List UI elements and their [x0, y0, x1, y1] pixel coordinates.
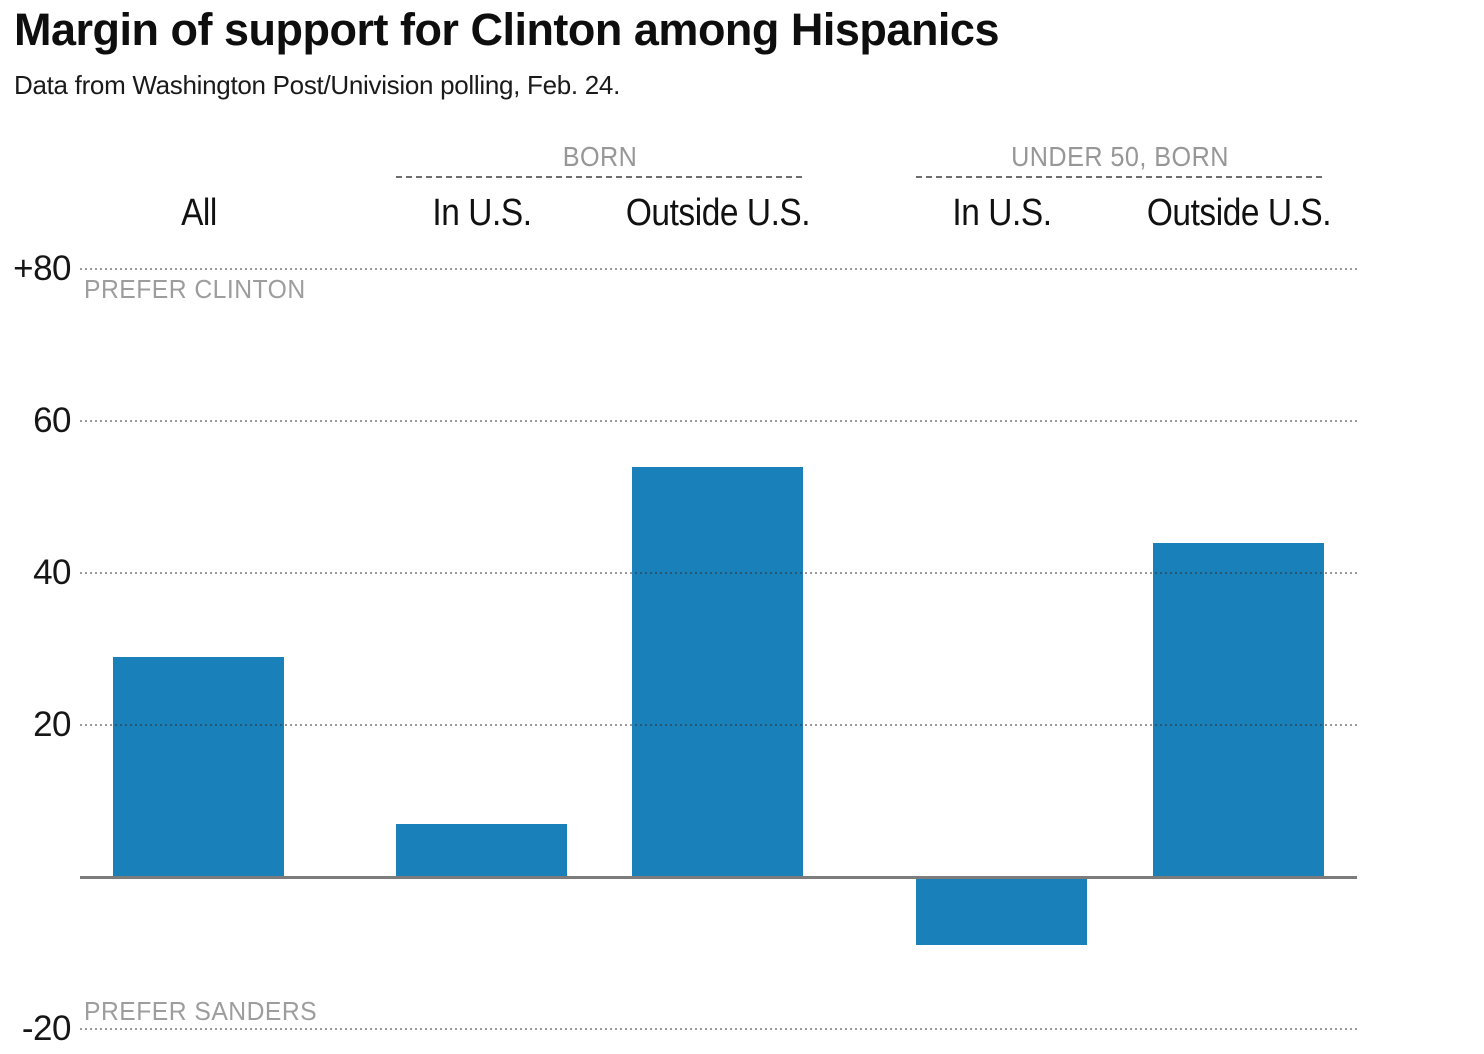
gridline-40 [80, 572, 1357, 574]
category-label-2: Outside U.S. [625, 192, 810, 234]
page-title: Margin of support for Clinton among Hisp… [14, 4, 1000, 55]
gridline-80 [80, 268, 1357, 270]
group-label-1: UNDER 50, BORN [1011, 141, 1229, 172]
bar-3 [916, 877, 1087, 946]
bar-1 [396, 823, 567, 877]
category-label-1: In U.S. [431, 192, 532, 234]
bar-0 [113, 656, 284, 877]
y-tick-label-40: 40 [33, 553, 71, 592]
y-tick-label-80: +80 [13, 249, 71, 288]
x-axis-line [80, 876, 1357, 879]
annotation-prefer-clinton: PREFER CLINTON [84, 274, 306, 304]
group-underline-1 [916, 176, 1324, 178]
category-label-3: In U.S. [951, 192, 1052, 234]
y-tick-label-20: 20 [33, 705, 71, 744]
gridline-60 [80, 420, 1357, 422]
category-label-4: Outside U.S. [1146, 192, 1331, 234]
gridline--20 [80, 1028, 1357, 1030]
category-label-0: All [180, 192, 217, 234]
annotation-prefer-sanders: PREFER SANDERS [84, 996, 318, 1026]
bar-4 [1153, 542, 1324, 877]
bar-2 [632, 466, 803, 877]
y-tick-label--20: -20 [21, 1009, 72, 1048]
group-underline-0 [396, 176, 803, 178]
group-label-0: BORN [562, 141, 637, 172]
y-tick-label-60: 60 [33, 401, 71, 440]
page-subtitle: Data from Washington Post/Univision poll… [14, 70, 620, 100]
gridline-20 [80, 724, 1357, 726]
